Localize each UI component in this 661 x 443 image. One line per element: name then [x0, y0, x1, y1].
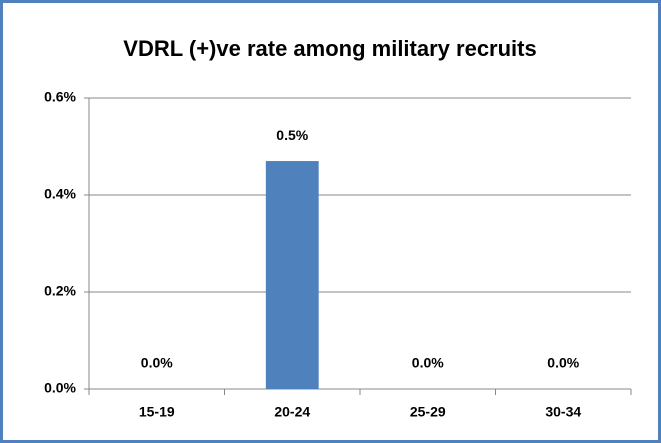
x-tick-label: 30-34 — [545, 404, 581, 420]
y-tick-label: 0.0% — [44, 380, 76, 396]
value-label: 0.0% — [141, 355, 173, 371]
x-tick-label: 20-24 — [274, 404, 310, 420]
chart-title: VDRL (+)ve rate among military recruits — [123, 36, 536, 61]
bar — [265, 161, 319, 389]
x-tick-label: 25-29 — [410, 404, 446, 420]
x-tick-label: 15-19 — [139, 404, 175, 420]
y-tick-label: 0.4% — [44, 186, 76, 202]
value-label: 0.0% — [412, 355, 444, 371]
value-label: 0.5% — [276, 127, 308, 143]
y-tick-label: 0.2% — [44, 283, 76, 299]
y-tick-label: 0.6% — [44, 89, 76, 105]
value-label: 0.0% — [547, 355, 579, 371]
